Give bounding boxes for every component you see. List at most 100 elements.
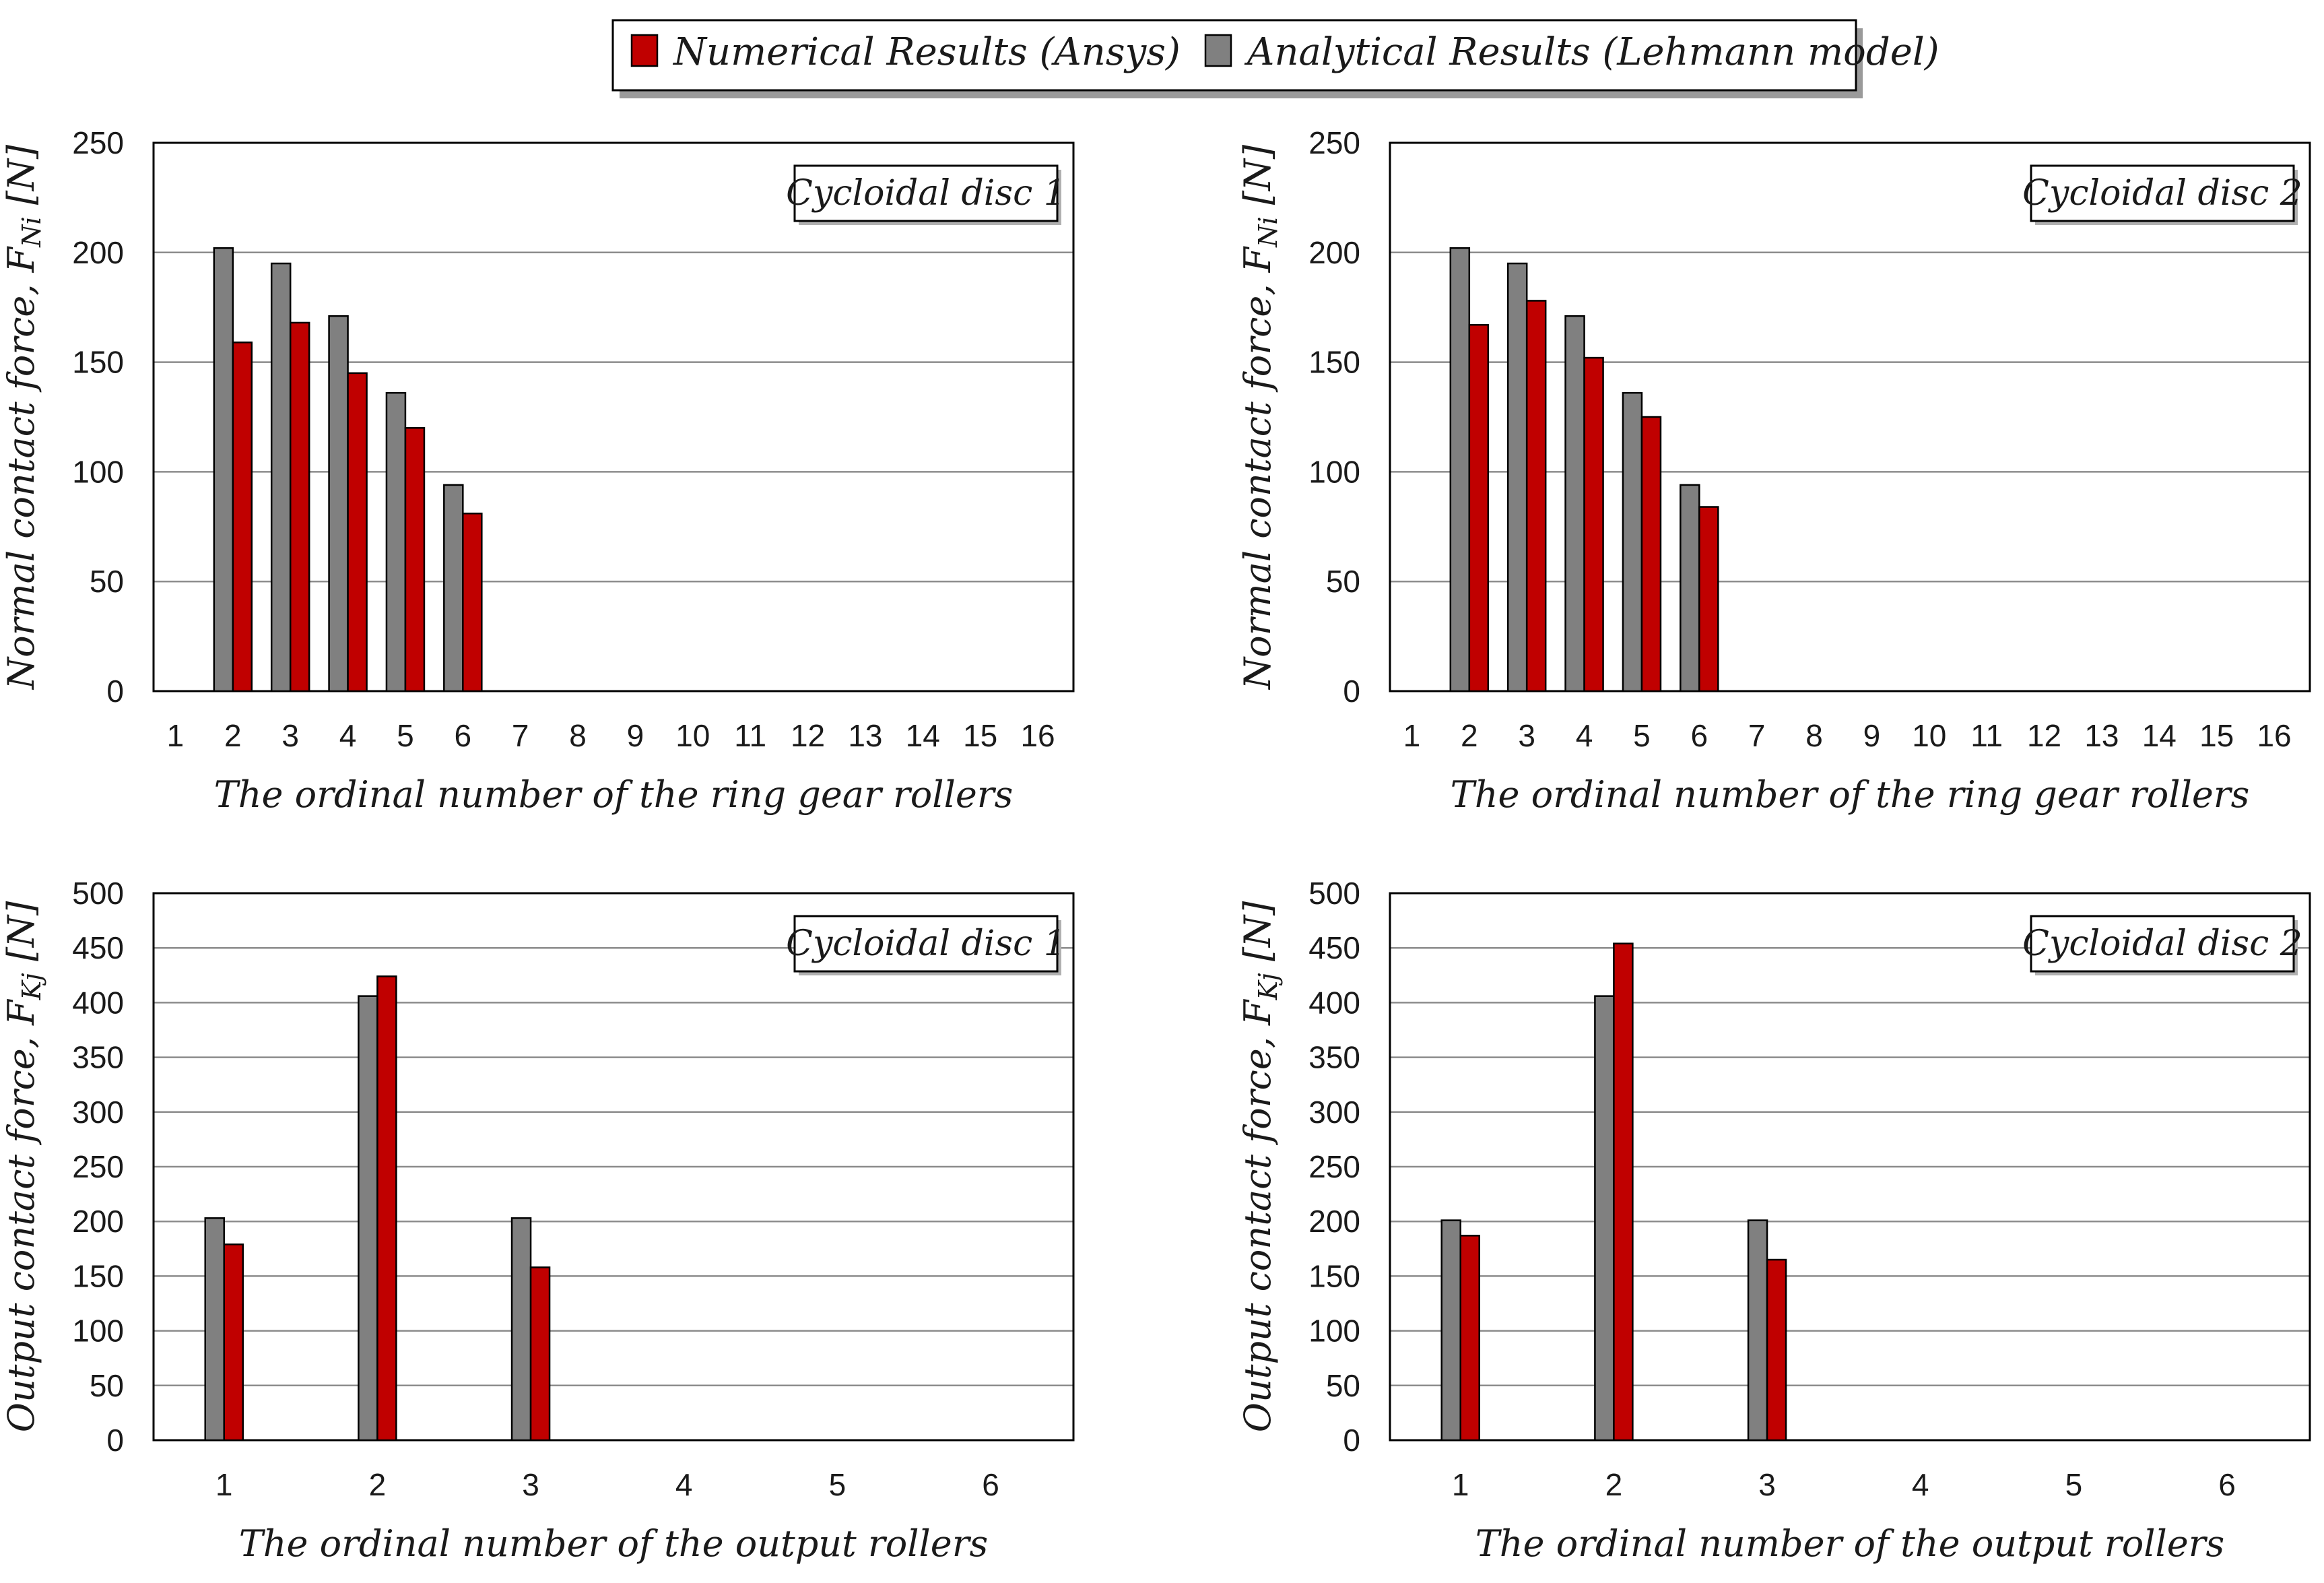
x-tick-label: 12	[791, 718, 825, 753]
legend-swatch-analytical	[1204, 34, 1232, 67]
bar-numerical-6	[462, 513, 483, 692]
y-axis-label: Output contact force, FKj [N]	[1236, 901, 1283, 1432]
y-axis-label-unit: [N]	[1236, 144, 1279, 216]
y-tick-label: 100	[72, 1314, 124, 1349]
panel-tag: Cycloidal disc 1	[786, 924, 1066, 964]
panel-tag: Cycloidal disc 2	[2022, 173, 2302, 214]
x-tick-label: 2	[369, 1467, 387, 1502]
bar-numerical-1	[223, 1243, 244, 1442]
bar-numerical-1	[1459, 1235, 1480, 1442]
legend: Numerical Results (Ansys) Analytical Res…	[611, 19, 1939, 98]
x-tick-label: 8	[569, 718, 587, 753]
x-tick-label: 10	[675, 718, 710, 753]
x-tick-label: 2	[1461, 718, 1478, 753]
y-axis-label: Normal contact force, FNi [N]	[0, 144, 46, 690]
x-tick-label: 4	[339, 718, 357, 753]
x-axis-label: The ordinal number of the ring gear roll…	[214, 773, 1014, 816]
y-tick-label: 150	[72, 1258, 124, 1293]
y-axis-label-unit: [N]	[0, 144, 42, 216]
bar-analytical-3	[1506, 262, 1528, 692]
y-tick-label: 250	[1308, 1149, 1360, 1184]
y-axis-label-subscript: Kj	[1253, 973, 1283, 1000]
y-tick-label: 200	[72, 1204, 124, 1239]
panel-tag-box	[793, 164, 1059, 222]
y-tick-label: 200	[1308, 235, 1360, 270]
y-tick-label: 400	[72, 985, 124, 1020]
y-tick-label: 250	[1308, 125, 1360, 160]
bar-numerical-3	[529, 1266, 551, 1442]
y-tick-label: 0	[1343, 674, 1360, 709]
y-axis-label-subscript: Kj	[17, 973, 46, 1000]
legend-swatch-numerical	[630, 34, 659, 67]
panel-tag-box	[2030, 915, 2295, 973]
bar-analytical-2	[358, 995, 378, 1442]
bar-numerical-5	[404, 427, 426, 692]
x-tick-label: 6	[455, 718, 472, 753]
bar-analytical-4	[1564, 315, 1585, 692]
y-tick-label: 500	[72, 876, 124, 911]
panel-tag: Cycloidal disc 1	[786, 173, 1066, 214]
bar-numerical-5	[1640, 416, 1662, 692]
bar-numerical-6	[1698, 506, 1719, 692]
x-tick-label: 9	[627, 718, 644, 753]
x-tick-label: 14	[906, 718, 940, 753]
bar-numerical-4	[347, 372, 368, 692]
y-tick-label: 500	[1308, 876, 1360, 911]
y-tick-label: 350	[1308, 1040, 1360, 1075]
bar-numerical-3	[1766, 1258, 1787, 1442]
bar-analytical-5	[1622, 391, 1643, 692]
bar-numerical-2	[1613, 942, 1634, 1442]
y-tick-label: 450	[72, 930, 124, 965]
x-tick-label: 1	[1452, 1467, 1469, 1502]
x-tick-label: 13	[2084, 718, 2119, 753]
y-tick-label: 250	[72, 1149, 124, 1184]
y-tick-label: 100	[72, 454, 124, 489]
x-tick-label: 2	[1605, 1467, 1623, 1502]
x-tick-label: 1	[167, 718, 185, 753]
x-tick-label: 4	[1576, 718, 1593, 753]
bar-analytical-3	[510, 1217, 532, 1442]
x-tick-label: 5	[2065, 1467, 2083, 1502]
x-tick-label: 1	[215, 1467, 233, 1502]
x-tick-label: 6	[982, 1467, 999, 1502]
y-axis-label-unit: [N]	[0, 901, 42, 973]
legend-label-numerical: Numerical Results (Ansys)	[672, 30, 1181, 74]
y-axis-label-main: Output contact force, F	[1236, 998, 1279, 1432]
y-tick-label: 100	[1308, 454, 1360, 489]
y-axis-label: Normal contact force, FNi [N]	[1236, 144, 1283, 690]
chart-panel-3: 0 50 100 150 200 250 300 350 400 450 500 1 2 3 4 5 6 The …	[0, 876, 1075, 1565]
x-tick-label: 3	[1518, 718, 1535, 753]
y-tick-label: 100	[1308, 1314, 1360, 1349]
y-tick-label: 50	[90, 564, 124, 599]
y-axis-label-main: Normal contact force, F	[0, 245, 42, 690]
plot-frame	[1389, 141, 2311, 692]
bar-analytical-4	[328, 315, 349, 692]
x-tick-label: 6	[2218, 1467, 2236, 1502]
panel-tag-box	[793, 915, 1059, 973]
x-tick-label: 15	[2199, 718, 2234, 753]
x-tick-label: 1	[1403, 718, 1421, 753]
bar-analytical-5	[385, 391, 407, 692]
chart-panel-4: 0 50 100 150 200 250 300 350 400 450 500 1 2 3 4 5 6 The …	[1236, 876, 2311, 1565]
y-tick-label: 150	[1308, 345, 1360, 380]
y-axis-label: Output contact force, FKj [N]	[0, 901, 46, 1432]
y-tick-label: 400	[1308, 985, 1360, 1020]
bar-analytical-2	[213, 247, 234, 692]
bar-analytical-1	[204, 1217, 225, 1442]
y-axis-label-subscript: Ni	[17, 216, 46, 247]
y-tick-label: 300	[1308, 1095, 1360, 1130]
x-axis-label: The ordinal number of the output rollers	[1475, 1522, 2225, 1565]
y-axis-label-main: Output contact force, F	[0, 998, 42, 1432]
x-tick-label: 16	[1020, 718, 1055, 753]
y-tick-label: 300	[72, 1095, 124, 1130]
y-tick-label: 200	[1308, 1204, 1360, 1239]
x-tick-label: 6	[1691, 718, 1708, 753]
plot-frame	[152, 892, 1075, 1442]
x-tick-label: 5	[397, 718, 414, 753]
x-tick-label: 2	[224, 718, 242, 753]
x-tick-label: 5	[1633, 718, 1651, 753]
x-tick-label: 7	[512, 718, 529, 753]
